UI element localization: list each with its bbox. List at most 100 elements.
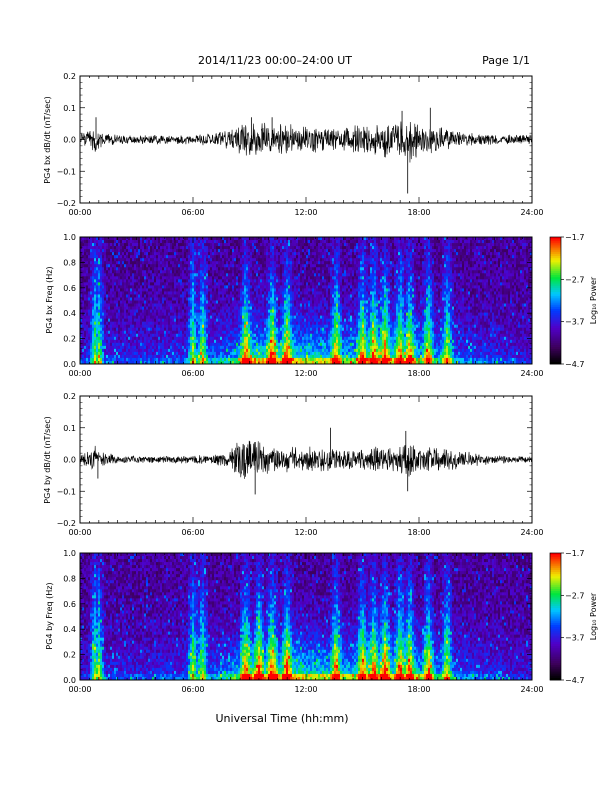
spectrogram-cell [134, 309, 137, 313]
spectrogram-cell [84, 288, 87, 292]
spectrogram-cell [144, 360, 147, 365]
spectrogram-cell [106, 324, 109, 329]
spectrogram-cell [84, 321, 87, 326]
spectrogram-cell [88, 273, 91, 277]
spectrogram-cell [110, 357, 113, 362]
spectrogram-cell [146, 330, 149, 335]
spectrogram-cell [148, 267, 151, 271]
spectrogram-cell [154, 273, 157, 277]
spectrogram-cell [148, 327, 151, 332]
spectrogram-cell [94, 285, 97, 289]
spectrogram-cell [120, 258, 123, 262]
spectrogram-cell [84, 279, 87, 283]
spectrogram-cell [138, 246, 141, 250]
spectrogram-cell [108, 294, 111, 298]
spectrogram-cell [100, 240, 103, 244]
spectrogram-cell [138, 351, 141, 356]
spectrogram-cell [140, 330, 143, 335]
spectrogram-cell [148, 264, 151, 268]
spectrogram-cell [126, 297, 129, 301]
spectrogram-cell [130, 288, 133, 292]
x-tick-label: 00:00 [68, 208, 91, 217]
spectrogram-cell [142, 267, 145, 271]
spectrogram-cell [90, 270, 93, 274]
spectrogram-cell [114, 300, 117, 304]
spectrogram-cell [82, 246, 85, 250]
waveform-line [79, 121, 533, 163]
spectrogram-cell [100, 354, 103, 359]
spectrogram-cell [134, 273, 137, 277]
spectrogram-cell [144, 348, 147, 353]
spectrogram-cell [134, 276, 137, 280]
spectrogram-cell [150, 327, 153, 332]
spectrogram-cell [136, 312, 139, 317]
spectrogram-cell [94, 297, 97, 301]
spectrogram-cell [118, 333, 121, 338]
x-tick-label: 12:00 [294, 208, 317, 217]
spectrogram-cell [124, 318, 127, 323]
spectrogram-cell [120, 336, 123, 341]
spectrogram-cell [100, 237, 103, 241]
spectrogram-cell [140, 246, 143, 250]
spectrogram-cell [88, 258, 91, 262]
spectrogram-cell [132, 291, 135, 295]
spectrogram-cell [82, 309, 85, 313]
spectrogram-cell [132, 330, 135, 335]
spectrogram-cell [128, 273, 131, 277]
spectrogram-cell [138, 240, 141, 244]
spectrogram-cell [136, 303, 139, 307]
spectrogram-cell [88, 243, 91, 247]
spectrogram-cell [86, 333, 89, 338]
spectrogram-cell [120, 303, 123, 307]
spectrogram-cell [96, 336, 99, 341]
spectrogram-cell [142, 258, 145, 262]
spectrogram-cell [138, 357, 141, 362]
spectrogram-cell [130, 324, 133, 329]
spectrogram-cell [84, 294, 87, 298]
spectrogram-cell [122, 243, 125, 247]
spectrogram-cell [140, 309, 143, 313]
spectrogram-cell [102, 339, 105, 344]
spectrogram-cell [152, 333, 155, 338]
spectrogram-cell [130, 330, 133, 335]
spectrogram-cell [146, 252, 149, 256]
y-tick-label: 0.0 [63, 136, 76, 145]
spectrogram-cell [134, 264, 137, 268]
spectrogram-cell [142, 255, 145, 259]
spectrogram-cell [118, 273, 121, 277]
spectrogram-cell [134, 315, 137, 320]
spectrogram-cell [140, 279, 143, 283]
spectrogram-cell [104, 306, 107, 310]
spectrogram-cell [110, 327, 113, 332]
spectrogram-cell [96, 258, 99, 262]
spectrogram-cell [116, 339, 119, 344]
spectrogram-cell [128, 324, 131, 329]
spectrogram-cell [142, 309, 145, 313]
spectrogram-cell [154, 357, 157, 362]
spectrogram-cell [82, 285, 85, 289]
spectrogram-cell [90, 267, 93, 271]
spectrogram-cell [86, 294, 89, 298]
spectrogram-cell [106, 276, 109, 280]
spectrogram-cell [146, 246, 149, 250]
spectrogram-cell [128, 327, 131, 332]
spectrogram-cell [108, 255, 111, 259]
spectrogram-cell [148, 342, 151, 347]
spectrogram-cell [146, 339, 149, 344]
spectrogram-cell [144, 255, 147, 259]
spectrogram-cell [102, 246, 105, 250]
spectrogram-cell [112, 291, 115, 295]
spectrogram-cell [120, 252, 123, 256]
spectrogram-cell [128, 288, 131, 292]
spectrogram-cell [90, 318, 93, 323]
spectrogram-cell [92, 342, 95, 347]
spectrogram-cell [154, 318, 157, 323]
spectrogram-cell [88, 327, 91, 332]
spectrogram-cell [136, 327, 139, 332]
spectrogram-cell [146, 240, 149, 244]
spectrogram-cell [84, 342, 87, 347]
spectrogram-cell [126, 342, 129, 347]
spectrogram-cell [146, 300, 149, 304]
spectrogram-cell [114, 354, 117, 359]
spectrogram-cell [100, 255, 103, 259]
